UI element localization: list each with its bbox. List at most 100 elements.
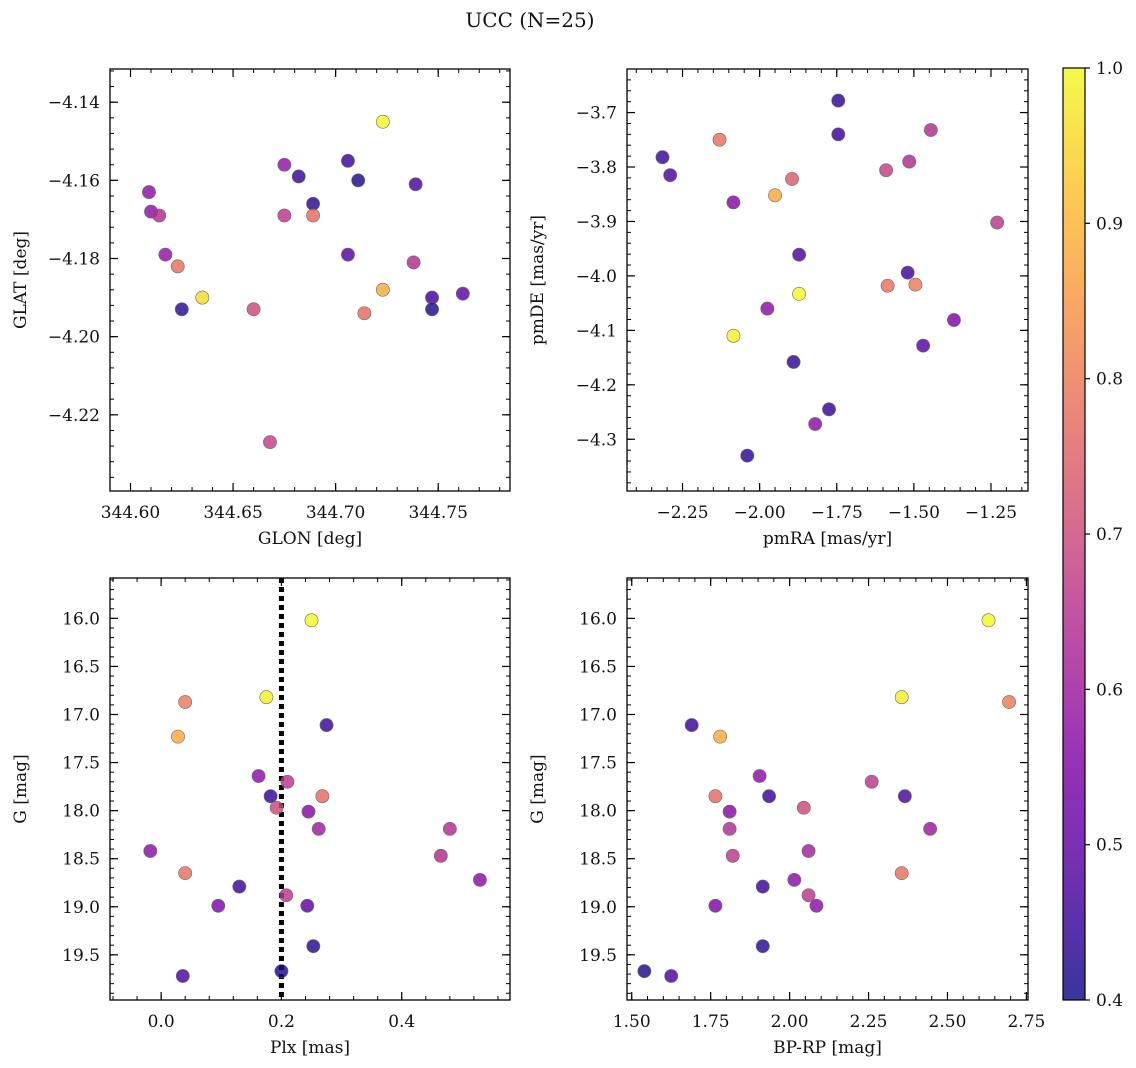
scatter-point: [801, 888, 816, 903]
y-tick-label: 16.0: [62, 609, 100, 629]
y-tick-label: 17.0: [579, 706, 617, 726]
y-axis-label: G [mag]: [11, 754, 31, 823]
x-axis-label: GLON [deg]: [258, 529, 362, 549]
scatter-point: [178, 695, 193, 709]
x-tick-label: 2.50: [929, 1012, 967, 1032]
colorbar-tick-label: 0.4: [1096, 991, 1123, 1011]
scatter-point: [306, 196, 320, 211]
panel-2: −2.25 −2.00 −1.75 −1.50 −1.25 −3.7 −3.8 −3.9 −4.…: [528, 68, 1029, 549]
x-tick-label: 0.0: [148, 1012, 175, 1032]
scatter-point: [195, 290, 210, 305]
panels: 344.60 344.65 344.70 344.75 −4.14 −4.16 −4.18 −…: [11, 68, 1045, 1058]
scatter-point: [300, 898, 315, 913]
scatter-point: [796, 800, 811, 815]
y-tick-label: −4.20: [48, 328, 100, 348]
y-tick-label: −3.8: [576, 158, 617, 178]
scatter-point: [831, 93, 846, 108]
scatter-point: [171, 729, 185, 744]
scatter-point: [722, 804, 737, 819]
scatter-point: [211, 898, 226, 913]
scatter-point: [786, 355, 801, 369]
scatter-point: [923, 821, 938, 836]
y-tick-label: 19.5: [579, 946, 617, 966]
y-axis-label: pmDE [mas/yr]: [528, 215, 548, 345]
scatter-point: [232, 879, 247, 894]
y-tick-label: −4.18: [48, 250, 100, 270]
scatter-point: [712, 132, 727, 147]
scatter-point: [725, 848, 740, 863]
y-tick-label: −4.1: [576, 321, 617, 341]
scatter-point: [900, 265, 915, 280]
scatter-point: [251, 769, 266, 783]
scatter-point: [425, 290, 439, 305]
x-tick-label: −2.25: [656, 503, 708, 523]
scatter-point: [787, 872, 802, 887]
panel-4: 1.50 1.75 2.00 2.25 2.50 2.75 16.0 16.5 17.0 17.5…: [528, 577, 1045, 1058]
scatter-point: [663, 168, 678, 183]
axes-frame: [626, 577, 1029, 1001]
x-tick-label: 0.2: [268, 1012, 295, 1032]
x-tick-label: −1.50: [888, 503, 940, 523]
axes-frame: [626, 68, 1029, 492]
scatter-point: [664, 969, 679, 983]
y-tick-label: −3.7: [576, 104, 617, 124]
scatter-point: [263, 435, 277, 450]
scatter-point: [726, 328, 741, 343]
scatter-point: [655, 150, 670, 165]
colorbar-tick-label: 1.0: [1096, 59, 1123, 79]
scatter-point: [174, 302, 189, 317]
scatter-point: [768, 188, 782, 203]
scatter-point: [801, 844, 816, 858]
x-tick-label: 0.4: [388, 1012, 415, 1032]
y-tick-label: 16.5: [579, 657, 617, 677]
y-tick-label: 17.5: [62, 754, 100, 774]
scatter-point: [864, 774, 879, 789]
y-tick-label: 18.5: [579, 850, 617, 870]
scatter-point: [277, 157, 292, 172]
x-tick-label: 1.50: [613, 1012, 651, 1032]
scatter-point: [142, 185, 156, 199]
y-tick-label: 19.5: [62, 946, 100, 966]
y-tick-label: 18.5: [62, 850, 100, 870]
scatter-point: [306, 939, 321, 954]
x-tick-label: 344.70: [306, 503, 365, 523]
x-axis-label: Plx [mas]: [270, 1038, 350, 1058]
y-tick-label: 17.0: [62, 706, 100, 726]
x-tick-label: 2.75: [1007, 1012, 1045, 1032]
scatter-point: [713, 729, 728, 744]
x-axis-label: pmRA [mas/yr]: [763, 529, 892, 549]
plot-area: [627, 69, 1028, 491]
x-axis-label: BP-RP [mag]: [773, 1038, 882, 1058]
y-tick-label: −4.16: [48, 171, 100, 191]
scatter-point: [708, 789, 723, 804]
scatter-point: [291, 169, 306, 184]
scatter-point: [894, 690, 909, 705]
y-tick-label: −3.9: [576, 212, 617, 232]
scatter-point: [740, 448, 755, 463]
scatter-point: [990, 215, 1005, 230]
scatter-point: [259, 690, 274, 705]
scatter-point: [280, 774, 295, 789]
plot-area: [627, 578, 1028, 1000]
y-tick-label: −4.0: [576, 267, 617, 287]
scatter-point: [357, 306, 372, 321]
scatter-point: [792, 247, 807, 262]
scatter-point: [894, 866, 909, 881]
y-tick-label: 18.0: [62, 802, 100, 822]
colorbar-tick-label: 0.9: [1096, 214, 1123, 234]
plot-area: [110, 69, 510, 491]
y-tick-label: −4.2: [576, 376, 617, 396]
scatter-point: [455, 286, 470, 301]
plot-area: [110, 578, 510, 1000]
scatter-point: [760, 301, 775, 316]
scatter-point: [319, 718, 334, 732]
scatter-point: [425, 302, 439, 317]
scatter-point: [752, 769, 767, 783]
scatter-point: [808, 417, 823, 431]
y-tick-label: −4.3: [576, 430, 617, 450]
colorbar: 0.4 0.5 0.6 0.7 0.8 0.9 1.0: [1062, 59, 1123, 1011]
scatter-point: [473, 872, 487, 887]
scatter-point: [923, 123, 938, 137]
y-tick-label: 16.5: [62, 657, 100, 677]
colorbar-tick-label: 0.8: [1096, 370, 1123, 390]
